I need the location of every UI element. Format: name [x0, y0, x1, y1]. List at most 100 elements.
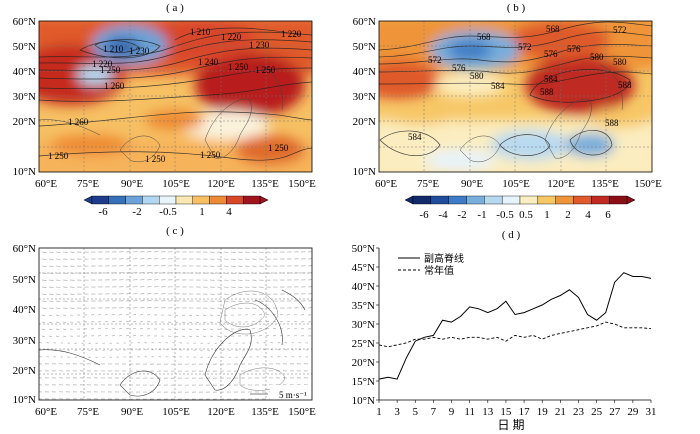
lat-tick: 40°N	[353, 66, 376, 78]
contour-label: 580	[470, 71, 484, 81]
contour-label: 572	[428, 55, 442, 65]
colorbar-extend-high	[626, 195, 636, 205]
contour-label: 572	[518, 42, 532, 52]
panel-c-frame	[38, 247, 313, 401]
contour-label: 576	[544, 49, 558, 59]
colorbar-label: -2	[132, 206, 141, 218]
contour-label: 1 250	[228, 62, 249, 72]
y-tick-label: 40°N	[352, 281, 375, 293]
wind-vector	[272, 328, 276, 330]
colorbar-label: -2	[457, 209, 466, 221]
wind-vector	[265, 328, 269, 330]
lon-tick: 105°E	[502, 178, 530, 190]
panel-d-y-ticks: 10°N 15°N 20°N 25°N 30°N 35°N 40°N 45°N 50°N	[352, 243, 375, 407]
contour-label: 1 260	[68, 117, 89, 127]
series-line-2	[378, 321, 652, 348]
wind-vector	[279, 321, 283, 323]
x-tick-label: 15	[500, 406, 512, 418]
lat-tick: 20°N	[13, 116, 36, 128]
wind-vector	[125, 328, 129, 330]
wind-vector	[209, 314, 213, 316]
wind-vector	[41, 321, 45, 323]
wind-vector	[202, 321, 206, 323]
colorbar-swatch	[501, 195, 521, 205]
colorbar-a	[83, 195, 269, 205]
wind-vector	[258, 328, 262, 330]
colorbar-label: 1	[199, 206, 205, 218]
colorbar-label: 6	[605, 209, 611, 221]
wind-vector	[41, 335, 45, 337]
x-tick-label: 3	[394, 406, 400, 418]
contour-label: 1 250	[200, 150, 221, 160]
wind-vector	[132, 335, 136, 337]
lon-tick: 105°E	[162, 178, 190, 190]
lon-tick: 75°E	[417, 178, 439, 190]
x-tick-label: 9	[449, 406, 455, 418]
lat-tick: 20°N	[13, 365, 36, 377]
contour-label: 1 210	[103, 44, 124, 54]
wind-vector	[293, 335, 297, 337]
wind-vector	[111, 328, 115, 330]
panel-a-frame	[38, 20, 313, 173]
lat-tick: 50°N	[353, 41, 376, 53]
wind-vector	[111, 335, 115, 337]
colorbar-label: -0.5	[159, 206, 177, 218]
contour-label: 580	[613, 57, 627, 67]
contour-label: 1 260	[104, 81, 125, 91]
contour-label: 572	[613, 25, 627, 35]
series-line-1	[378, 272, 652, 380]
lon-tick: 75°E	[77, 406, 99, 418]
wind-vector	[265, 314, 269, 316]
contour-label: 584	[544, 74, 558, 84]
panel-d-x-ticks: 1 3 5 7 9 11 13 15 17 19 21 23 25 27 29 31	[376, 406, 656, 418]
wind-vector	[118, 314, 122, 316]
contour-label: 580	[590, 52, 604, 62]
x-tick-label: 13	[482, 406, 494, 418]
colorbar-label: -6	[98, 206, 108, 218]
wind-vector	[202, 328, 206, 330]
lon-tick: 60°E	[35, 178, 57, 190]
wind-vector	[293, 328, 297, 330]
contour-label: 1 220	[221, 32, 242, 42]
wind-vector	[132, 321, 136, 323]
lat-tick: 40°N	[13, 66, 36, 78]
colorbar-swatch	[537, 195, 556, 205]
lat-tick: 10°N	[353, 166, 376, 178]
y-tick-label: 45°N	[352, 262, 375, 274]
wind-vector	[118, 335, 122, 337]
colorbar-swatch	[125, 195, 143, 205]
wind-vector	[181, 335, 185, 337]
x-tick-label: 5	[413, 406, 419, 418]
panel-b-frame	[378, 20, 653, 173]
wind-vector	[41, 328, 45, 330]
lon-tick: 120°E	[207, 406, 235, 418]
colorbar-swatch	[555, 195, 574, 205]
colorbar-label: -0.5	[496, 209, 514, 221]
wind-vector	[286, 335, 290, 337]
lat-tick: 30°N	[13, 91, 36, 103]
wind-vector	[286, 321, 290, 323]
wind-vector	[118, 321, 122, 323]
wind-vector	[209, 321, 213, 323]
colorbar-b-labels: -6 -4 -2 -1 -0.5 0.5 1 2 4 6	[419, 209, 611, 221]
wind-vector	[55, 328, 59, 330]
lon-tick: 60°E	[375, 178, 397, 190]
colorbar-swatch	[226, 195, 244, 205]
wind-vector	[258, 321, 262, 323]
lat-tick: 50°N	[13, 41, 36, 53]
colorbar-swatch	[608, 195, 628, 205]
colorbar-label: -4	[438, 209, 448, 221]
x-tick-label: 11	[464, 406, 475, 418]
colorbar-swatch	[108, 195, 126, 205]
contour-label: 1 250	[255, 65, 276, 75]
colorbar-swatch	[448, 195, 467, 205]
wind-vector	[188, 335, 192, 337]
contour-label: 1 220	[92, 59, 113, 69]
wind-vector	[286, 314, 290, 316]
lon-tick: 120°E	[547, 178, 575, 190]
wind-vector	[181, 321, 185, 323]
wind-vector	[118, 328, 122, 330]
panel-c-label: ( c )	[166, 225, 184, 237]
contour-label: 584	[491, 81, 505, 91]
wind-vector	[279, 328, 283, 330]
